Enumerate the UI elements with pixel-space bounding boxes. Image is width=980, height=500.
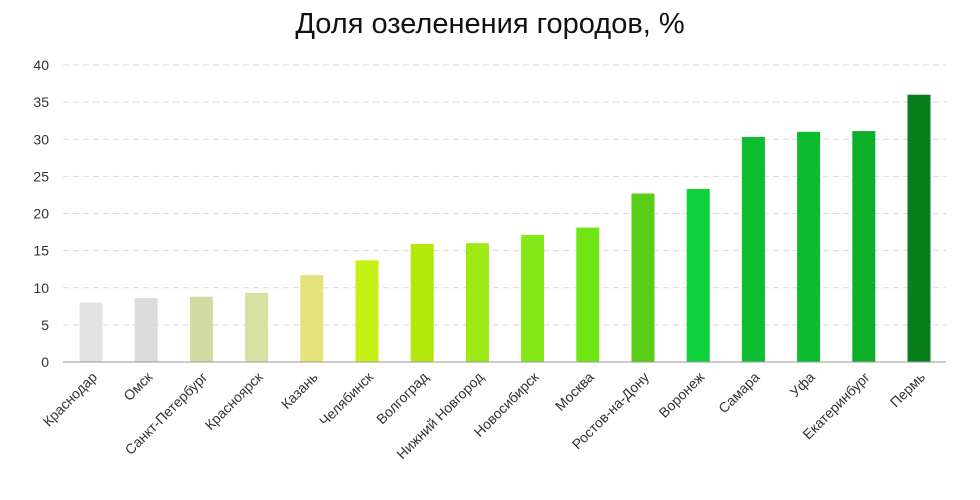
x-tick-label: Волгоград — [373, 369, 431, 427]
bar-5 — [300, 275, 324, 362]
y-tick-label: 5 — [41, 317, 49, 333]
x-tick-label: Красноярск — [202, 368, 267, 433]
bar-7 — [410, 243, 434, 362]
y-tick-label: 0 — [41, 354, 49, 370]
x-tick-label: Краснодар — [40, 369, 101, 430]
bar-8 — [465, 243, 489, 362]
x-tick-label: Омск — [120, 368, 156, 404]
bar-10 — [576, 227, 600, 362]
y-tick-label: 30 — [33, 131, 49, 147]
y-tick-label: 10 — [33, 280, 49, 296]
bar-13 — [741, 137, 765, 362]
bar-14 — [797, 131, 821, 362]
x-tick-label: Уфа — [786, 369, 817, 400]
bar-1 — [79, 302, 103, 362]
bar-16 — [907, 94, 931, 362]
y-tick-label: 40 — [33, 57, 49, 73]
chart-title: Доля озеленения городов, % — [295, 8, 685, 40]
bar-3 — [189, 296, 213, 362]
y-tick-label: 20 — [33, 206, 49, 222]
y-tick-label: 25 — [33, 168, 49, 184]
x-tick-label: Челябинск — [316, 368, 377, 429]
bar-9 — [521, 235, 545, 362]
x-tick-label: Пермь — [887, 369, 928, 410]
x-tick-label: Воронеж — [655, 368, 707, 420]
bar-6 — [355, 260, 379, 362]
bar-4 — [245, 292, 269, 362]
x-tick-label: Казань — [278, 369, 321, 412]
bars — [79, 94, 931, 362]
y-tick-label: 15 — [33, 243, 49, 259]
x-tick-label: Москва — [552, 369, 597, 414]
bar-15 — [852, 131, 876, 362]
y-tick-label: 35 — [33, 94, 49, 110]
y-axis-ticks: 0 5 10 15 20 25 30 35 40 — [33, 57, 49, 370]
bar-11 — [631, 193, 655, 362]
bar-2 — [134, 298, 158, 362]
bar-12 — [686, 189, 710, 362]
x-tick-label: Самара — [715, 369, 763, 417]
